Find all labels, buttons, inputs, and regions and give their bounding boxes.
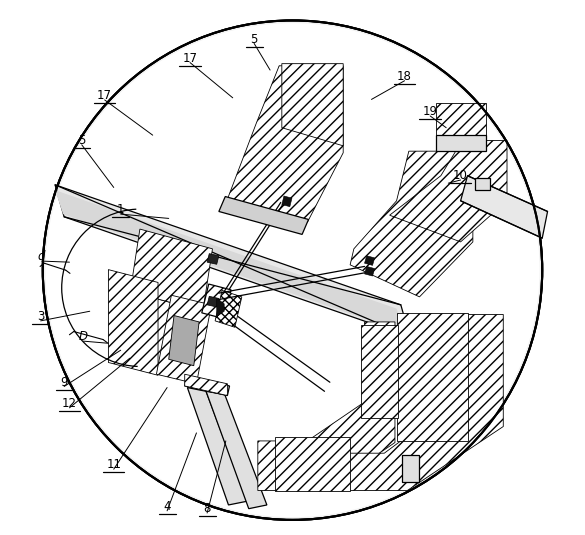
Polygon shape <box>475 178 490 190</box>
Polygon shape <box>215 291 242 327</box>
Polygon shape <box>207 296 219 307</box>
Polygon shape <box>276 437 350 491</box>
Polygon shape <box>185 376 229 395</box>
Polygon shape <box>361 325 398 418</box>
Polygon shape <box>364 256 374 265</box>
Text: 17: 17 <box>97 89 112 102</box>
Text: 12: 12 <box>62 397 77 410</box>
Polygon shape <box>228 66 343 222</box>
Polygon shape <box>187 387 247 505</box>
Polygon shape <box>390 141 507 242</box>
Text: D: D <box>79 331 88 343</box>
Polygon shape <box>202 284 231 319</box>
Polygon shape <box>329 315 503 491</box>
Text: 1: 1 <box>117 203 125 216</box>
Polygon shape <box>156 295 211 384</box>
Polygon shape <box>55 185 410 337</box>
Polygon shape <box>110 292 203 379</box>
Polygon shape <box>282 64 343 146</box>
Polygon shape <box>206 391 267 509</box>
Polygon shape <box>219 196 308 234</box>
Text: 5: 5 <box>250 33 258 45</box>
Text: 19: 19 <box>423 105 438 118</box>
Polygon shape <box>282 196 292 207</box>
Polygon shape <box>402 455 419 482</box>
Text: 18: 18 <box>397 70 412 83</box>
Polygon shape <box>258 322 395 491</box>
Text: 17: 17 <box>183 52 198 65</box>
Polygon shape <box>435 103 486 135</box>
Polygon shape <box>207 254 219 264</box>
Circle shape <box>46 23 539 517</box>
Polygon shape <box>108 270 158 375</box>
Polygon shape <box>130 229 212 311</box>
Text: 5: 5 <box>78 134 85 147</box>
Text: 9: 9 <box>60 376 68 389</box>
Text: 4: 4 <box>163 500 171 513</box>
Circle shape <box>43 20 542 520</box>
Polygon shape <box>55 190 405 333</box>
Polygon shape <box>402 455 419 482</box>
Polygon shape <box>216 299 224 317</box>
Polygon shape <box>364 266 374 276</box>
Polygon shape <box>460 175 548 238</box>
Polygon shape <box>435 135 486 151</box>
Polygon shape <box>397 313 467 441</box>
Text: d: d <box>38 250 46 263</box>
Polygon shape <box>185 374 228 395</box>
Text: 10: 10 <box>453 169 468 182</box>
Polygon shape <box>350 151 473 297</box>
Text: 3: 3 <box>37 310 44 323</box>
Text: 11: 11 <box>106 458 121 471</box>
Polygon shape <box>168 316 199 366</box>
Text: 8: 8 <box>204 502 211 515</box>
